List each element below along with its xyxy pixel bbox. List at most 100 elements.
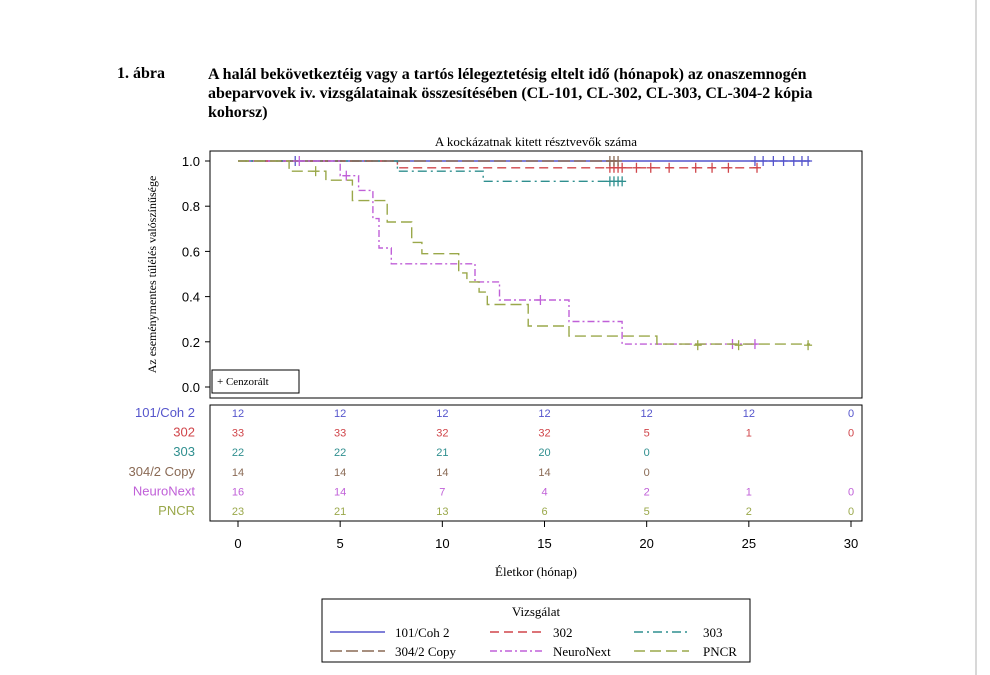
legend-entry: 101/Coh 2	[395, 625, 450, 640]
censor-mark	[753, 162, 762, 173]
x-axis-label: Életkor (hónap)	[495, 564, 577, 579]
censor-mark	[342, 170, 351, 181]
risk-count: 32	[436, 428, 448, 440]
risk-count: 14	[334, 486, 346, 498]
censor-legend-box	[211, 369, 300, 394]
risk-count: 32	[538, 428, 550, 440]
plot-frame	[209, 150, 863, 399]
y-axis-label: Az eseménymentes túlélés valószínűsége	[145, 176, 159, 374]
risk-count: 14	[232, 467, 244, 479]
censor-mark	[536, 294, 545, 305]
risk-count: 0	[848, 486, 854, 498]
censor-mark	[734, 340, 743, 351]
x-tick-label: 30	[844, 536, 858, 551]
risk-count: 33	[334, 428, 346, 440]
risk-count: 12	[334, 408, 346, 420]
series-line-pncr	[238, 160, 811, 345]
legend-entry: 302	[553, 625, 573, 640]
figure-label: 1. ábra	[117, 65, 165, 82]
legend-entry: PNCR	[703, 644, 737, 659]
risk-count: 20	[538, 447, 550, 459]
risk-row-label: 304/2 Copy	[129, 464, 196, 479]
y-tick-label: 1.0	[182, 154, 200, 169]
risk-count: 7	[439, 486, 445, 498]
censor-mark	[632, 162, 641, 173]
page-edge	[975, 0, 977, 675]
censor-mark	[614, 156, 623, 166]
y-tick-label: 0.4	[182, 290, 200, 305]
risk-count: 2	[746, 506, 752, 518]
risk-count: 14	[538, 467, 550, 479]
risk-count: 12	[538, 408, 550, 420]
legend-title: Vizsgálat	[512, 604, 561, 619]
risk-row-label: 303	[173, 444, 195, 459]
risk-count: 21	[436, 447, 448, 459]
censor-mark	[665, 162, 674, 173]
risk-table-frame	[209, 404, 863, 522]
risk-count: 0	[848, 408, 854, 420]
risk-count: 13	[436, 506, 448, 518]
x-tick-label: 0	[234, 536, 241, 551]
x-tick-label: 10	[435, 536, 449, 551]
censor-legend-text: + Cenzorált	[217, 376, 269, 388]
risk-count: 0	[644, 447, 650, 459]
y-tick-label: 0.2	[182, 335, 200, 350]
risk-count: 0	[848, 428, 854, 440]
risk-count: 12	[232, 408, 244, 420]
censor-mark	[750, 156, 759, 166]
risk-count: 5	[644, 506, 650, 518]
risk-row-label: PNCR	[158, 503, 195, 518]
censor-mark	[724, 162, 733, 173]
censor-mark	[693, 340, 702, 351]
legend-entry: NeuroNext	[553, 644, 611, 659]
y-tick-label: 0.6	[182, 244, 200, 259]
censor-mark	[789, 156, 798, 166]
censor-mark	[708, 162, 717, 173]
series-line-303	[238, 160, 623, 183]
series-line-302	[238, 160, 759, 169]
figure-title: A halál bekövetkeztéig vagy a tartós lél…	[208, 66, 813, 121]
risk-count: 33	[232, 428, 244, 440]
series-line-neuronext	[238, 160, 759, 345]
x-tick-label: 15	[537, 536, 551, 551]
risk-count: 16	[232, 486, 244, 498]
x-tick-label: 20	[639, 536, 653, 551]
censor-mark	[311, 166, 320, 177]
risk-count: 22	[232, 447, 244, 459]
x-tick-label: 5	[337, 536, 344, 551]
censor-mark	[804, 340, 813, 351]
censor-mark	[618, 176, 627, 187]
censor-mark	[804, 156, 813, 166]
legend-entry: 304/2 Copy	[395, 644, 457, 659]
x-tick-label: 25	[742, 536, 756, 551]
risk-count: 14	[436, 467, 448, 479]
censor-mark	[759, 156, 768, 166]
risk-count: 1	[746, 428, 752, 440]
risk-count: 12	[436, 408, 448, 420]
y-tick-label: 0.0	[182, 380, 200, 395]
censor-mark	[779, 156, 788, 166]
legend-entry: 303	[703, 625, 723, 640]
y-tick-label: 0.8	[182, 199, 200, 214]
risk-row-label: 101/Coh 2	[135, 405, 195, 420]
censor-mark	[691, 162, 700, 173]
risk-count: 21	[334, 506, 346, 518]
censor-mark	[646, 162, 655, 173]
risk-count: 14	[334, 467, 346, 479]
risk-row-label: NeuroNext	[133, 483, 196, 498]
risk-count: 12	[743, 408, 755, 420]
risk-count: 23	[232, 506, 244, 518]
risk-count: 12	[641, 408, 653, 420]
risk-count: 6	[541, 506, 547, 518]
risk-count: 5	[644, 428, 650, 440]
censor-mark	[618, 162, 627, 173]
risk-count: 2	[644, 486, 650, 498]
risk-count: 1	[746, 486, 752, 498]
chart-subtitle: A kockázatnak kitett résztvevők száma	[435, 134, 637, 149]
risk-row-label: 302	[173, 425, 195, 440]
risk-count: 0	[848, 506, 854, 518]
risk-count: 22	[334, 447, 346, 459]
risk-count: 0	[644, 467, 650, 479]
censor-mark	[769, 156, 778, 166]
